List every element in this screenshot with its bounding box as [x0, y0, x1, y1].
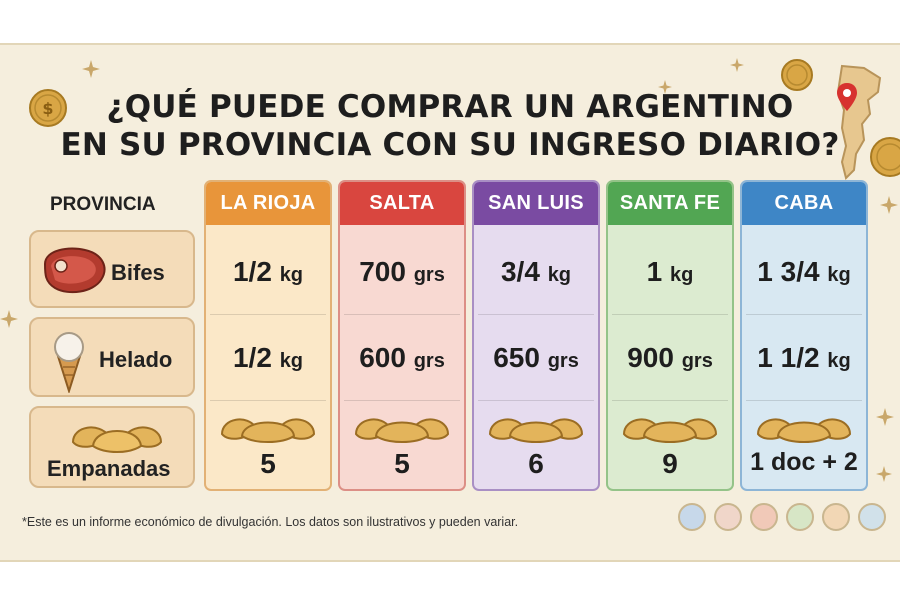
- provincia-header: PROVINCIA: [50, 194, 156, 215]
- cell-empanadas: 6: [528, 448, 544, 479]
- cell-helado: 600 grs: [340, 342, 464, 374]
- region-badge-icon: [678, 503, 706, 531]
- title-line-2: EN SU PROVINCIA CON SU INGRESO DIARIO?: [60, 127, 840, 163]
- sparkle-icon: [658, 80, 672, 94]
- empanadas-icon: [488, 418, 584, 443]
- region-badge-icon: [714, 503, 742, 531]
- row-label-bifes: Bifes: [29, 230, 195, 308]
- row-divider: [344, 314, 460, 315]
- cell-helado: 1/2 kg: [206, 342, 330, 374]
- amount-value: 3/4: [500, 256, 540, 287]
- amount-value: 1 1/2: [757, 342, 820, 373]
- sparkle-icon: [82, 60, 100, 78]
- title-line-1: ¿QUÉ PUEDE COMPRAR UN ARGENTINO: [106, 89, 794, 125]
- amount-unit: grs: [681, 350, 713, 372]
- row-label-empanadas: Empanadas: [29, 406, 195, 488]
- region-badge-icon: [822, 503, 850, 531]
- row-label-text: Empanadas: [47, 456, 171, 481]
- page-title: ¿QUÉ PUEDE COMPRAR UN ARGENTINO EN SU PR…: [0, 88, 900, 164]
- amount-value: 1: [646, 256, 663, 287]
- row-divider: [612, 400, 728, 401]
- amount-value: 700: [359, 256, 406, 287]
- ice-cream-icon: [54, 332, 84, 393]
- row-divider: [344, 400, 460, 401]
- province-column: SALTA 700 grs 600 grs 5: [338, 180, 466, 491]
- row-divider: [210, 314, 326, 315]
- row-label-text: Helado: [99, 347, 173, 372]
- amount-value: 600: [359, 342, 406, 373]
- cell-helado: 650 grs: [474, 342, 598, 374]
- empanadas-icon: [756, 418, 852, 443]
- cell-empanadas: 5: [394, 448, 410, 479]
- coin-icon: [870, 137, 900, 177]
- region-badge-icon: [786, 503, 814, 531]
- cell-bifes: 1 3/4 kg: [742, 256, 866, 288]
- steak-icon: [43, 247, 106, 294]
- cell-helado: 900 grs: [608, 342, 732, 374]
- amount-unit: grs: [413, 264, 445, 286]
- province-header: LA RIOJA: [206, 182, 330, 225]
- province-column: CABA 1 3/4 kg 1 1/2 kg 1 doc + 2: [740, 180, 868, 491]
- amount-unit: kg: [547, 264, 572, 286]
- province-column: LA RIOJA 1/2 kg 1/2 kg 5: [204, 180, 332, 491]
- empanadas-icon: [220, 418, 316, 443]
- cell-bifes: 3/4 kg: [474, 256, 598, 288]
- sparkle-icon: [730, 58, 744, 72]
- region-badge-icon: [750, 503, 778, 531]
- amount-unit: kg: [827, 264, 851, 286]
- sparkle-icon: [876, 408, 894, 426]
- amount-value: 900: [627, 342, 674, 373]
- footnote: *Este es un informe económico de divulga…: [22, 515, 519, 529]
- sparkle-icon: [880, 196, 898, 214]
- row-label-helado: Helado: [29, 317, 195, 397]
- cell-empanadas: 1 doc + 2: [750, 448, 858, 476]
- coin-icon: [781, 59, 813, 91]
- province-header: SANTA FE: [608, 182, 732, 225]
- row-divider: [210, 400, 326, 401]
- amount-value: 1/2: [232, 342, 272, 373]
- row-divider: [478, 400, 594, 401]
- row-divider: [478, 314, 594, 315]
- amount-unit: kg: [279, 350, 304, 372]
- empanadas-icon: [354, 418, 450, 443]
- row-divider: [612, 314, 728, 315]
- empanadas-icon: [622, 418, 718, 443]
- province-header: SALTA: [340, 182, 464, 225]
- cell-bifes: 1/2 kg: [206, 256, 330, 288]
- sparkle-icon: [0, 310, 18, 328]
- amount-unit: grs: [547, 350, 579, 372]
- amount-value: 650: [493, 342, 540, 373]
- coin-icon: $: [29, 89, 67, 127]
- cell-empanadas: 5: [260, 448, 276, 479]
- amount-unit: kg: [279, 264, 304, 286]
- province-column: SANTA FE 1 kg 900 grs 9: [606, 180, 734, 491]
- region-badge-icon: [858, 503, 886, 531]
- sparkle-icon: [876, 466, 892, 482]
- cell-helado: 1 1/2 kg: [742, 342, 866, 374]
- amount-unit: kg: [827, 350, 851, 372]
- amount-unit: grs: [413, 350, 445, 372]
- amount-value: 1/2: [232, 256, 272, 287]
- amount-value: 1 3/4: [757, 256, 820, 287]
- cell-bifes: 700 grs: [340, 256, 464, 288]
- province-header: SAN LUIS: [474, 182, 598, 225]
- row-label-text: Bifes: [111, 260, 165, 285]
- amount-unit: kg: [670, 264, 694, 286]
- province-column: SAN LUIS 3/4 kg 650 grs 6: [472, 180, 600, 491]
- row-divider: [746, 400, 862, 401]
- cell-bifes: 1 kg: [608, 256, 732, 288]
- row-divider: [746, 314, 862, 315]
- cell-empanadas: 9: [662, 448, 678, 479]
- empanadas-icon: [71, 426, 163, 453]
- svg-text:$: $: [42, 99, 53, 118]
- province-header: CABA: [742, 182, 866, 225]
- location-pin-icon: [837, 83, 857, 111]
